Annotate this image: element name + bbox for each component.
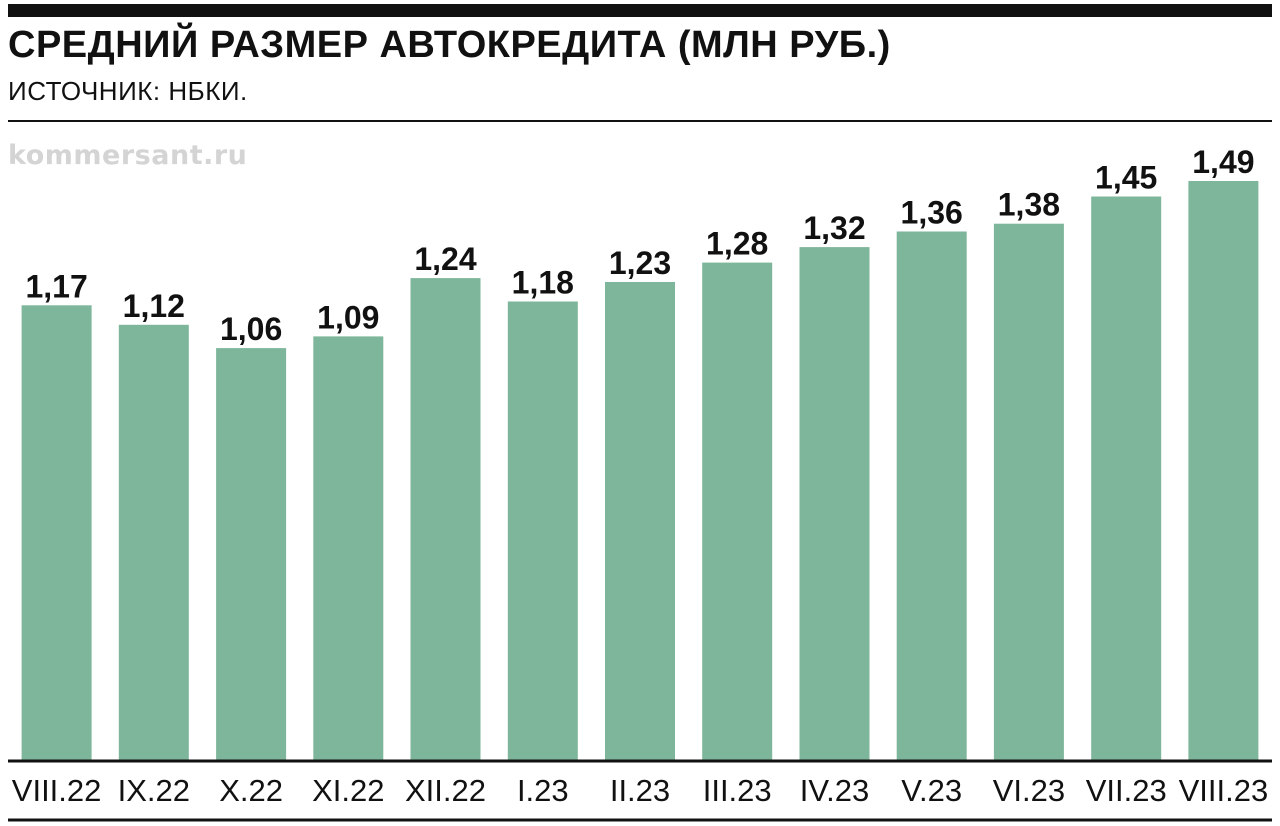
header-divider: [8, 120, 1272, 122]
value-label-IX.22: 1,12: [123, 288, 185, 324]
bar-VIII.22: [21, 305, 92, 760]
x-tick-label-VIII.23: VIII.23: [1179, 773, 1269, 808]
value-labels-layer: 1,17 1,12 1,06 1,09 1,24 1,18 1,23 1,28 1,32 1,36…: [25, 144, 1254, 347]
bar-IX.22: [118, 324, 189, 760]
chart-source: ИСТОЧНИК: НБКИ.: [8, 76, 248, 106]
bar-IV.23: [799, 247, 870, 761]
x-tick-label-II.23: II.23: [610, 773, 670, 808]
bars-layer: [21, 181, 1259, 761]
value-label-VII.23: 1,45: [1095, 160, 1157, 196]
x-tick-label-IV.23: IV.23: [800, 773, 870, 808]
x-tick-label-XII.22: XII.22: [405, 773, 486, 808]
value-label-VIII.22: 1,17: [25, 268, 87, 304]
value-label-VI.23: 1,38: [998, 187, 1060, 223]
value-label-II.23: 1,23: [609, 245, 671, 281]
x-tick-label-I.23: I.23: [517, 773, 569, 808]
bar-I.23: [507, 301, 578, 760]
value-label-XI.22: 1,09: [317, 299, 379, 335]
x-tick-label-VII.23: VII.23: [1086, 773, 1167, 808]
x-tick-label-VIII.22: VIII.22: [12, 773, 102, 808]
value-label-VIII.23: 1,49: [1192, 144, 1254, 180]
x-tick-label-V.23: V.23: [901, 773, 962, 808]
value-label-III.23: 1,28: [706, 226, 768, 262]
bar-V.23: [896, 231, 967, 760]
bar-III.23: [702, 262, 773, 760]
x-tick-label-VI.23: VI.23: [993, 773, 1065, 808]
value-label-IV.23: 1,32: [803, 210, 865, 246]
x-tick-labels-layer: VIII.22 IX.22 X.22 XI.22 XII.22 I.23 II.23 III.…: [12, 773, 1268, 808]
bar-X.22: [216, 348, 287, 760]
value-label-XII.22: 1,24: [414, 241, 476, 277]
x-tick-label-IX.22: IX.22: [118, 773, 190, 808]
bar-II.23: [605, 282, 675, 760]
x-tick-label-XI.22: XI.22: [312, 773, 384, 808]
top-rule: [8, 4, 1272, 17]
x-tick-label-X.22: X.22: [219, 773, 283, 808]
value-label-X.22: 1,06: [220, 311, 282, 347]
x-tick-label-III.23: III.23: [703, 773, 772, 808]
bar-XI.22: [313, 336, 384, 760]
bar-VIII.23: [1188, 181, 1259, 760]
watermark: kommersant.ru: [8, 140, 248, 171]
value-label-V.23: 1,36: [901, 195, 963, 231]
value-label-I.23: 1,18: [512, 265, 574, 301]
chart-title: СРЕДНИЙ РАЗМЕР АВТОКРЕДИТА (МЛН РУБ.): [8, 24, 891, 66]
bar-XII.22: [410, 278, 481, 760]
bar-VII.23: [1091, 196, 1162, 760]
bar-VI.23: [993, 223, 1064, 760]
